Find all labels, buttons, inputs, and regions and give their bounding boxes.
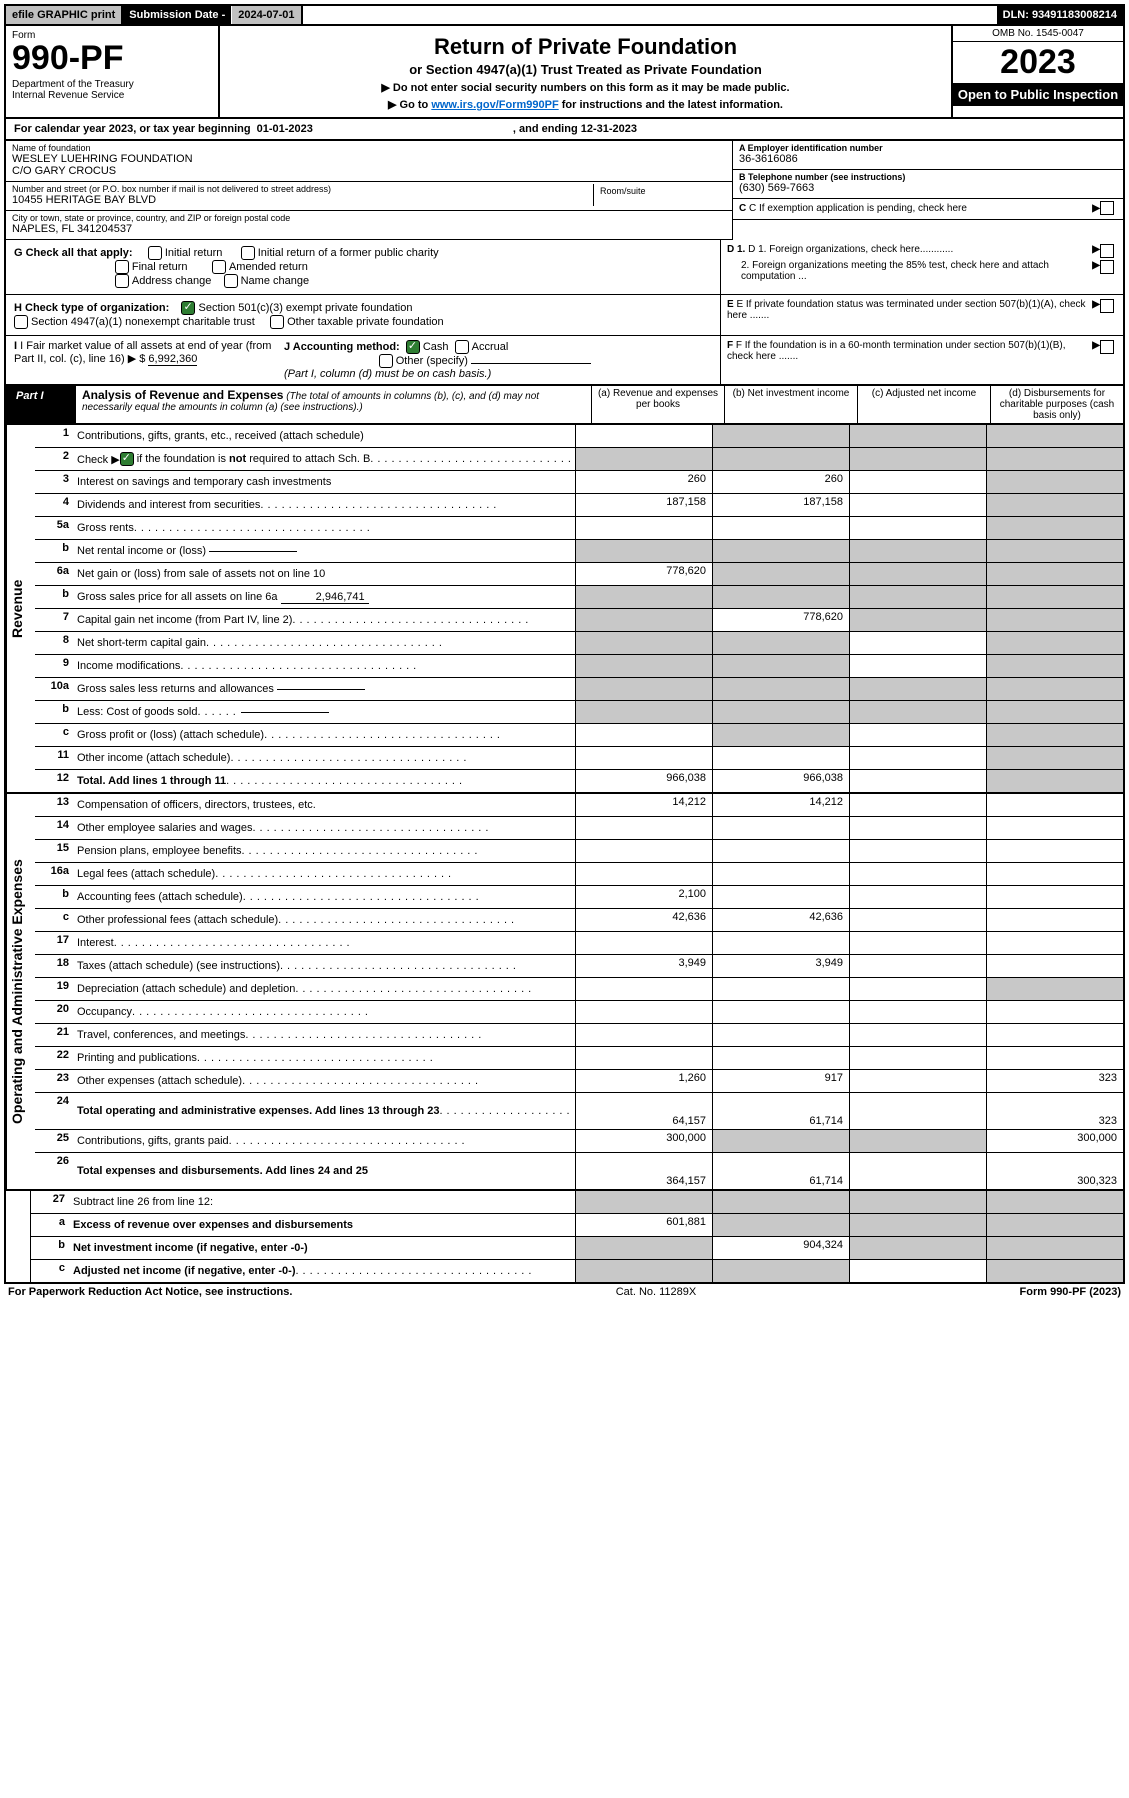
revenue-label: Revenue	[6, 425, 35, 792]
section-i-j-f: I I Fair market value of all assets at e…	[4, 336, 1125, 386]
part1-header: Part I Analysis of Revenue and Expenses …	[4, 386, 1125, 425]
section-h-e: H Check type of organization: Section 50…	[4, 295, 1125, 336]
checkbox-4947a1[interactable]	[14, 315, 28, 329]
checkbox-sch-b[interactable]	[120, 452, 134, 466]
street-address: 10455 HERITAGE BAY BLVD	[12, 194, 593, 206]
col-c-header: (c) Adjusted net income	[858, 386, 991, 423]
fmv-assets: 6,992,360	[148, 353, 197, 366]
calendar-year-row: For calendar year 2023, or tax year begi…	[4, 119, 1125, 141]
open-to-public: Open to Public Inspection	[953, 83, 1123, 106]
omb-number: OMB No. 1545-0047	[953, 26, 1123, 42]
submission-date: 2024-07-01	[232, 6, 302, 24]
dln: DLN: 93491183008214	[997, 6, 1123, 24]
checkbox-d1[interactable]	[1100, 244, 1114, 258]
page-footer: For Paperwork Reduction Act Notice, see …	[4, 1284, 1125, 1300]
checkbox-c[interactable]	[1100, 201, 1114, 215]
cat-no: Cat. No. 11289X	[292, 1286, 1019, 1298]
instructions-link[interactable]: www.irs.gov/Form990PF	[431, 99, 558, 111]
submission-date-label: Submission Date -	[123, 6, 232, 24]
identity-block: Name of foundation WESLEY LUEHRING FOUND…	[4, 141, 1125, 240]
checkbox-initial-former[interactable]	[241, 246, 255, 260]
checkbox-address-change[interactable]	[115, 274, 129, 288]
checkbox-name-change[interactable]	[224, 274, 238, 288]
ein: 36-3616086	[739, 153, 1117, 165]
col-b-header: (b) Net investment income	[725, 386, 858, 423]
paperwork-notice: For Paperwork Reduction Act Notice, see …	[8, 1286, 292, 1298]
revenue-section: Revenue 1Contributions, gifts, grants, e…	[4, 425, 1125, 794]
checkbox-other-method[interactable]	[379, 354, 393, 368]
gross-sales-6a: 2,946,741	[281, 591, 369, 604]
efile-label[interactable]: efile GRAPHIC print	[6, 6, 123, 24]
year-begin: 01-01-2023	[257, 123, 313, 135]
checkbox-amended[interactable]	[212, 260, 226, 274]
part-label: Part I	[6, 386, 76, 423]
expenses-label: Operating and Administrative Expenses	[6, 794, 35, 1189]
tax-year: 2023	[953, 42, 1123, 83]
year-end: 12-31-2023	[581, 123, 637, 135]
foundation-name: WESLEY LUEHRING FOUNDATION C/O GARY CROC…	[12, 153, 726, 177]
form-number: 990-PF	[12, 41, 212, 75]
col-a-header: (a) Revenue and expenses per books	[592, 386, 725, 423]
checkbox-final-return[interactable]	[115, 260, 129, 274]
checkbox-f[interactable]	[1100, 340, 1114, 354]
checkbox-accrual[interactable]	[455, 340, 469, 354]
checkbox-501c3[interactable]	[181, 301, 195, 315]
top-bar: efile GRAPHIC print Submission Date - 20…	[4, 4, 1125, 26]
city-state-zip: NAPLES, FL 341204537	[12, 223, 726, 235]
checkbox-e[interactable]	[1100, 299, 1114, 313]
form-subtitle: or Section 4947(a)(1) Trust Treated as P…	[230, 62, 941, 77]
expenses-section: Operating and Administrative Expenses 13…	[4, 794, 1125, 1191]
section-g-d: G Check all that apply: Initial return I…	[4, 240, 1125, 295]
checkbox-cash[interactable]	[406, 340, 420, 354]
col-d-header: (d) Disbursements for charitable purpose…	[991, 386, 1123, 423]
checkbox-d2[interactable]	[1100, 260, 1114, 274]
telephone: (630) 569-7663	[739, 182, 1117, 194]
line27-section: 27Subtract line 26 from line 12: aExcess…	[4, 1191, 1125, 1284]
checkbox-other-taxable[interactable]	[270, 315, 284, 329]
checkbox-initial-return[interactable]	[148, 246, 162, 260]
dept-label: Department of the Treasury Internal Reve…	[12, 79, 212, 101]
form-ref: Form 990-PF (2023)	[1020, 1286, 1121, 1298]
form-header: Form 990-PF Department of the Treasury I…	[4, 26, 1125, 119]
form-title: Return of Private Foundation	[230, 34, 941, 60]
note1: ▶ Do not enter social security numbers o…	[381, 82, 789, 94]
